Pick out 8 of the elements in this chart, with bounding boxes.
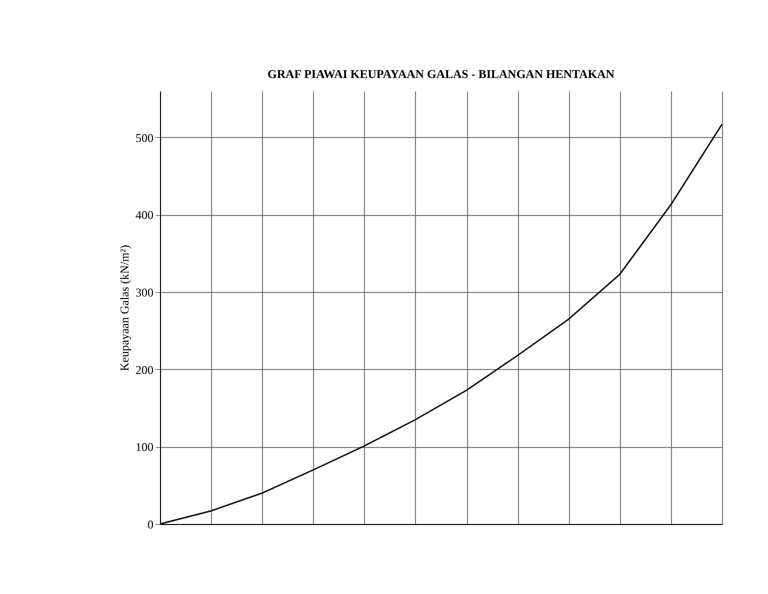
y-tick-label: 200 — [136, 362, 154, 377]
y-axis-title: Keupayaan Galas (kN/m²) — [118, 244, 132, 372]
y-tick-label: 100 — [136, 440, 154, 454]
chart-title: GRAF PIAWAI KEUPAYAAN GALAS - BILANGAN HENTAKAN — [268, 67, 615, 81]
y-tick-label: 500 — [136, 130, 154, 145]
y-tick-label: 400 — [136, 208, 154, 222]
y-tick-label: 300 — [136, 286, 154, 300]
y-tick-label: 0 — [148, 518, 154, 532]
